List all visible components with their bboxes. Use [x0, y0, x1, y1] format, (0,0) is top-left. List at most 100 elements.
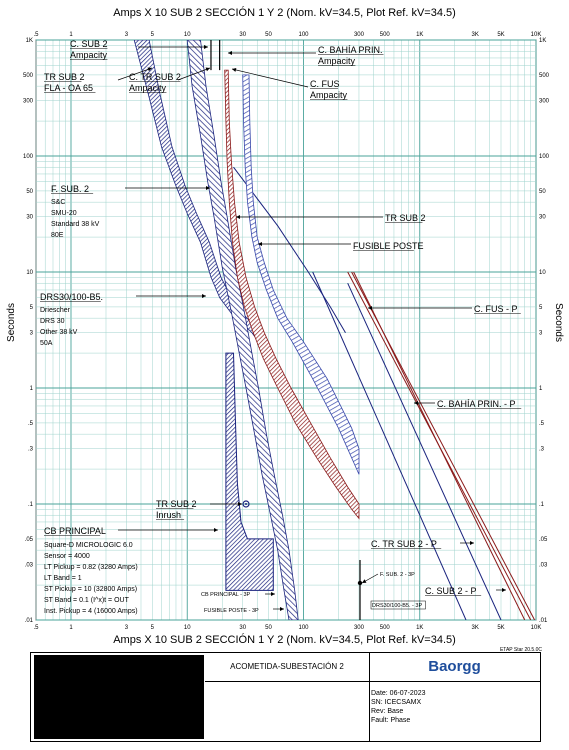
x-tick-label-bottom: 10: [184, 625, 191, 631]
label-drs30-desc: Other 38 kV: [40, 329, 78, 336]
label-fusible-poste: FUSIBLE POSTE: [353, 241, 424, 251]
redacted-area: [34, 655, 204, 739]
label-cb-principal-desc: ST Band = 0.1 (I^x)t = OUT: [44, 597, 130, 604]
inrush-point-center: [245, 503, 247, 505]
y-tick-label-right: 5: [539, 305, 543, 311]
label-cb-principal-desc: Square-D MICROLOGIC 6.0: [44, 542, 133, 549]
label-arrowhead: [232, 67, 237, 72]
x-tick-label-bottom: 5K: [497, 625, 504, 631]
label-arrowhead: [502, 588, 506, 592]
label-arrowhead: [470, 541, 474, 545]
label-cb-principal-desc: Sensor = 4000: [44, 553, 90, 560]
label-arrowhead: [214, 528, 218, 532]
label-tr-sub2-fla: TR SUB 2: [44, 72, 85, 82]
label-arrowhead: [258, 242, 262, 246]
y-tick-label-left: .5: [28, 421, 34, 427]
x-tick-label-top: 5K: [497, 32, 504, 38]
label-f-sub2-desc: Standard 38 kV: [51, 221, 100, 228]
label-leader: [117, 67, 153, 81]
label-c-tr-sub2-ampacity: C. TR SUB 2: [129, 72, 181, 82]
x-tick-label-bottom: .5: [33, 625, 39, 631]
x-tick-label-bottom: 300: [354, 625, 365, 631]
y-tick-label-right: 50: [539, 189, 546, 195]
y-tick-label-right: .3: [539, 447, 545, 453]
curve-c-tr-sub-2-p: [312, 271, 467, 620]
y-tick-label-right: .01: [539, 618, 548, 624]
study-info: Date: 06-07-2023 SN: ICECSAMX Rev: Base …: [371, 689, 425, 725]
y-tick-label-right: 1: [539, 386, 543, 392]
label-c-tr-sub2-ampacity: Ampacity: [129, 83, 167, 93]
y-tick-label-left: 1K: [26, 38, 33, 44]
x-tick-label-top: 5: [151, 32, 155, 38]
label-f-sub2: F. SUB. 2: [51, 184, 89, 194]
company-logo: Baorgg: [369, 653, 540, 682]
tcc-plot: .5 .5 1 1 3 3 5 5 10 10 30 30 50 50 100 100 300 300 500 500…: [23, 32, 550, 631]
label-drs30-3p: DRS30/100-B5. - 3P: [372, 603, 422, 609]
study-date: Date: 06-07-2023: [371, 690, 426, 697]
y-tick-label-left: .1: [28, 502, 34, 508]
x-tick-label-bottom: 3: [125, 625, 129, 631]
label-c-bahia-ampacity: Ampacity: [318, 56, 356, 66]
y-tick-label-right: .1: [539, 502, 545, 508]
y-tick-label-right: .05: [539, 537, 548, 543]
curve-tr-sub-2: [233, 166, 346, 333]
y-tick-label-left: 100: [23, 154, 34, 160]
y-tick-label-right: .03: [539, 563, 548, 569]
x-tick-label-bottom: 100: [298, 625, 309, 631]
label-c-sub2-ampacity: Ampacity: [70, 50, 108, 60]
study-rev: Rev: Base: [371, 708, 404, 715]
x-tick-label-top: 50: [265, 32, 272, 38]
y-tick-label-left: 1: [30, 386, 34, 392]
label-c-bahia-ampacity: C. BAHÍA PRIN.: [318, 45, 383, 55]
label-tr-sub2-fla: FLA - OA 65: [44, 83, 93, 93]
y-tick-label-left: .03: [25, 563, 34, 569]
label-c-fus-p: C. FUS - P: [474, 304, 518, 314]
label-cb-principal-3p: CB PRINCIPAL - 3P: [201, 592, 251, 598]
label-cb-principal-desc: LT Band = 1: [44, 575, 82, 582]
x-tick-label-top: 500: [380, 32, 391, 38]
y-tick-label-left: 30: [26, 215, 33, 221]
label-c-sub2-p: C. SUB 2 - P: [425, 586, 477, 596]
label-arrowhead: [205, 67, 210, 72]
label-arrowhead: [362, 579, 367, 583]
x-tick-label-bottom: 30: [239, 625, 246, 631]
label-arrowhead: [147, 67, 152, 72]
label-c-fus-ampacity: Ampacity: [310, 90, 348, 100]
inrush-point: [242, 500, 250, 508]
study-fault: Fault: Phase: [371, 717, 411, 724]
label-c-fus-ampacity: C. FUS: [310, 79, 340, 89]
title-block-divider-vertical: [369, 681, 370, 741]
chart-title-top: Amps X 10 SUB 2 SECCIÓN 1 Y 2 (Nom. kV=3…: [113, 7, 456, 19]
label-drs30-desc: 50A: [40, 340, 53, 347]
x-tick-label-top: 3: [125, 32, 129, 38]
y-tick-label-left: 10: [26, 270, 33, 276]
label-f-sub2-desc: SMU-20: [51, 210, 77, 217]
title-block-divider: [205, 681, 369, 682]
y-tick-label-left: .3: [28, 447, 34, 453]
x-tick-label-top: 3K: [472, 32, 479, 38]
label-leader: [177, 67, 211, 81]
x-tick-label-bottom: 500: [380, 625, 391, 631]
curve-c-tr-sub-2: [186, 40, 299, 620]
curve-c-fus: [242, 74, 360, 475]
label-cb-principal-desc: LT Pickup = 0.82 (3280 Amps): [44, 564, 138, 571]
y-tick-label-left: 5: [30, 305, 34, 311]
y-tick-label-left: 300: [23, 99, 34, 105]
curve-fusible-poste: [224, 69, 360, 520]
label-drs30-desc: Driescher: [40, 307, 71, 314]
y-tick-label-right: 300: [539, 99, 550, 105]
y-tick-label-left: .05: [25, 537, 34, 543]
chart-title-bottom: Amps X 10 SUB 2 SECCIÓN 1 Y 2 (Nom. kV=3…: [113, 634, 456, 646]
y-tick-label-left: .01: [25, 618, 34, 624]
x-tick-label-top: 300: [354, 32, 365, 38]
y-tick-label-left: 3: [30, 331, 34, 337]
label-arrowhead: [368, 306, 372, 310]
curve-c-sub-2-p: [347, 282, 502, 620]
label-arrowhead: [414, 401, 418, 405]
label-c-sub2-ampacity: C. SUB 2: [70, 39, 108, 49]
grid: [35, 39, 537, 621]
label-arrowhead: [271, 592, 275, 596]
y-tick-label-right: 30: [539, 215, 546, 221]
